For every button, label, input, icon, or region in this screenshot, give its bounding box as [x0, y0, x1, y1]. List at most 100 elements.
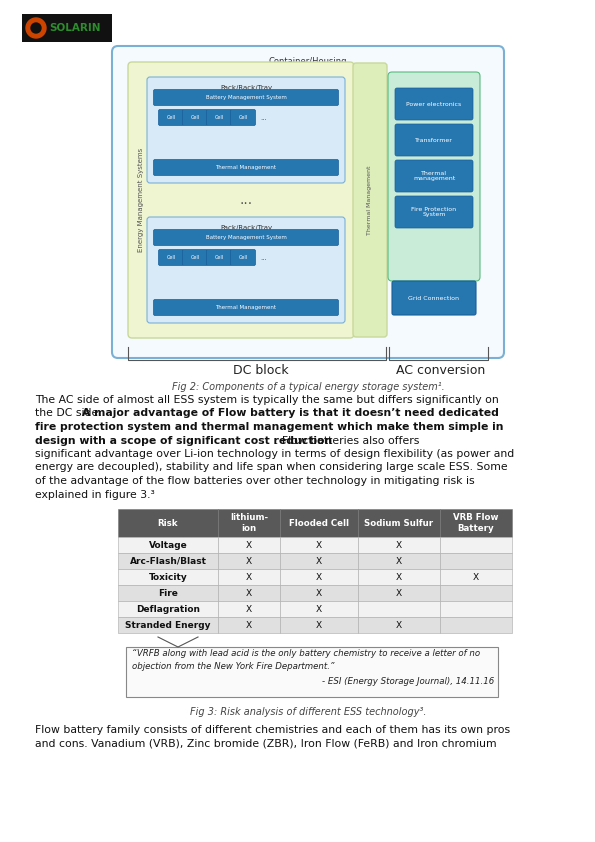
- Bar: [358, 617, 440, 633]
- Text: Toxicity: Toxicity: [149, 573, 187, 582]
- Bar: [440, 553, 512, 569]
- Bar: [118, 553, 218, 569]
- Text: lithium-
ion: lithium- ion: [230, 514, 268, 533]
- Bar: [218, 537, 280, 553]
- Text: SOLARIN: SOLARIN: [49, 23, 101, 33]
- Text: Container/Housing: Container/Housing: [269, 57, 347, 66]
- FancyBboxPatch shape: [395, 88, 473, 120]
- FancyBboxPatch shape: [154, 230, 339, 246]
- Text: X: X: [246, 621, 252, 630]
- Text: X: X: [473, 573, 479, 582]
- FancyBboxPatch shape: [353, 63, 387, 337]
- FancyBboxPatch shape: [392, 281, 476, 315]
- Text: Fire Protection
System: Fire Protection System: [411, 206, 456, 217]
- Bar: [22, 14, 112, 42]
- Text: X: X: [396, 589, 402, 598]
- Text: X: X: [316, 573, 322, 582]
- Text: Flooded Cell: Flooded Cell: [289, 519, 349, 527]
- Text: Cell: Cell: [190, 255, 199, 260]
- Bar: [280, 569, 358, 585]
- Text: X: X: [316, 621, 322, 630]
- Text: X: X: [246, 589, 252, 598]
- Text: Cell: Cell: [239, 115, 248, 120]
- Text: . Flow batteries also offers: . Flow batteries also offers: [275, 435, 419, 445]
- FancyBboxPatch shape: [158, 249, 183, 265]
- FancyBboxPatch shape: [183, 109, 208, 125]
- FancyBboxPatch shape: [147, 77, 345, 183]
- Text: AC conversion: AC conversion: [396, 364, 486, 377]
- Bar: [218, 553, 280, 569]
- Text: Cell: Cell: [214, 115, 224, 120]
- Bar: [218, 585, 280, 601]
- Bar: [358, 601, 440, 617]
- Bar: [358, 569, 440, 585]
- Bar: [440, 537, 512, 553]
- FancyBboxPatch shape: [395, 124, 473, 156]
- FancyBboxPatch shape: [395, 196, 473, 228]
- Text: Battery Management System: Battery Management System: [205, 235, 286, 240]
- Text: Battery Management System: Battery Management System: [205, 95, 286, 100]
- Text: “VRFB along with lead acid is the only battery chemistry to receive a letter of : “VRFB along with lead acid is the only b…: [132, 649, 480, 658]
- FancyBboxPatch shape: [206, 249, 231, 265]
- Text: design with a scope of significant cost reduction: design with a scope of significant cost …: [35, 435, 332, 445]
- Text: Cell: Cell: [239, 255, 248, 260]
- Text: Transformer: Transformer: [415, 137, 453, 142]
- Text: Fig 3: Risk analysis of different ESS technology³.: Fig 3: Risk analysis of different ESS te…: [190, 707, 426, 717]
- Text: - ESI (Energy Storage Journal), 14.11.16: - ESI (Energy Storage Journal), 14.11.16: [322, 677, 494, 686]
- Text: ...: ...: [260, 115, 267, 120]
- Text: explained in figure 3.³: explained in figure 3.³: [35, 489, 155, 499]
- Text: X: X: [316, 541, 322, 550]
- Text: X: X: [396, 541, 402, 550]
- Text: X: X: [396, 621, 402, 630]
- Text: Pack/Rack/Tray: Pack/Rack/Tray: [220, 85, 272, 91]
- Bar: [280, 585, 358, 601]
- Text: Thermal
management: Thermal management: [413, 171, 455, 181]
- Bar: [358, 553, 440, 569]
- FancyBboxPatch shape: [230, 249, 255, 265]
- Text: Grid Connection: Grid Connection: [409, 296, 459, 301]
- Text: Deflagration: Deflagration: [136, 605, 200, 614]
- Bar: [440, 601, 512, 617]
- Text: Thermal Management: Thermal Management: [215, 165, 277, 170]
- Bar: [358, 585, 440, 601]
- Bar: [280, 601, 358, 617]
- Circle shape: [26, 18, 46, 38]
- Circle shape: [31, 23, 41, 33]
- Bar: [118, 569, 218, 585]
- Text: Cell: Cell: [190, 115, 199, 120]
- Text: Sodium Sulfur: Sodium Sulfur: [364, 519, 434, 527]
- Text: X: X: [246, 573, 252, 582]
- Text: and cons. Vanadium (VRB), Zinc bromide (ZBR), Iron Flow (FeRB) and Iron chromium: and cons. Vanadium (VRB), Zinc bromide (…: [35, 738, 497, 749]
- Text: Pack/Rack/Tray: Pack/Rack/Tray: [220, 225, 272, 231]
- Bar: [118, 509, 218, 537]
- Bar: [440, 585, 512, 601]
- Text: Thermal Management: Thermal Management: [215, 305, 277, 310]
- Text: The AC side of almost all ESS system is typically the same but differs significa: The AC side of almost all ESS system is …: [35, 395, 499, 405]
- Text: A major advantage of Flow battery is that it doesn’t need dedicated: A major advantage of Flow battery is tha…: [82, 408, 499, 418]
- Text: VRB Flow
Battery: VRB Flow Battery: [453, 514, 499, 533]
- Text: Thermal Management: Thermal Management: [368, 165, 372, 235]
- Bar: [358, 509, 440, 537]
- Text: X: X: [316, 605, 322, 614]
- Text: ...: ...: [260, 254, 267, 260]
- Text: Voltage: Voltage: [149, 541, 187, 550]
- Text: Stranded Energy: Stranded Energy: [126, 621, 211, 630]
- FancyBboxPatch shape: [154, 300, 339, 316]
- Text: Fig 2: Components of a typical energy storage system¹.: Fig 2: Components of a typical energy st…: [171, 382, 444, 392]
- Text: fire protection system and thermal management which make them simple in: fire protection system and thermal manag…: [35, 422, 503, 432]
- Bar: [118, 537, 218, 553]
- Bar: [218, 509, 280, 537]
- Bar: [358, 537, 440, 553]
- Bar: [440, 509, 512, 537]
- Text: DC block: DC block: [233, 364, 289, 377]
- Text: Cell: Cell: [167, 255, 176, 260]
- Text: X: X: [396, 573, 402, 582]
- Text: X: X: [246, 541, 252, 550]
- Text: Cell: Cell: [167, 115, 176, 120]
- Bar: [280, 617, 358, 633]
- Bar: [218, 569, 280, 585]
- Text: significant advantage over Li-ion technology in terms of design flexibility (as : significant advantage over Li-ion techno…: [35, 449, 514, 459]
- FancyBboxPatch shape: [128, 62, 354, 338]
- Text: Power electronics: Power electronics: [406, 102, 462, 106]
- Text: Fire: Fire: [158, 589, 178, 598]
